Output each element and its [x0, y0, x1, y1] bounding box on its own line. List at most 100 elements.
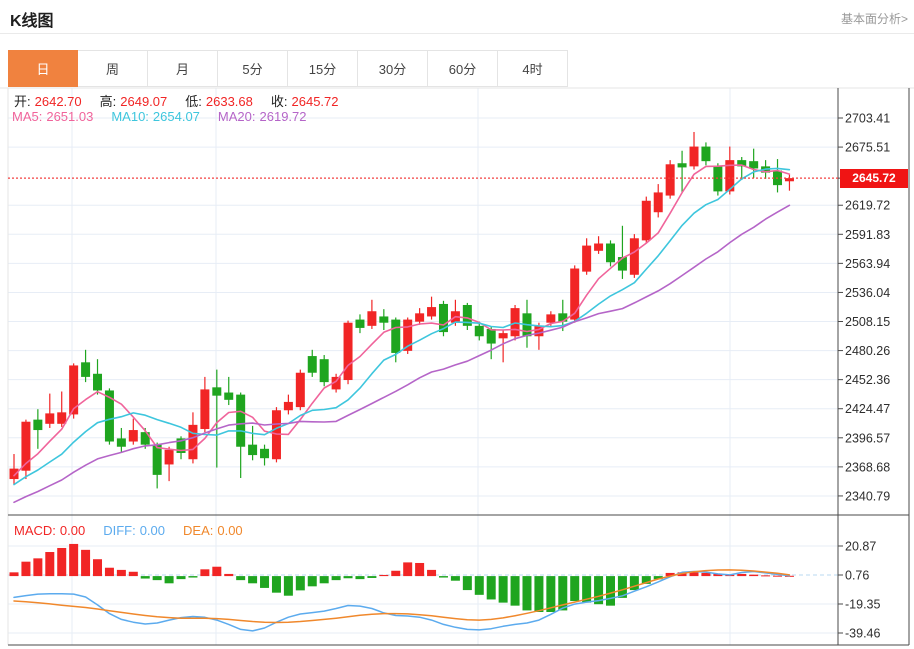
fundamental-analysis-link[interactable]: 基本面分析> [840, 12, 908, 26]
candle-body [283, 401, 293, 411]
candle-body [164, 449, 174, 465]
diff-line [13, 570, 791, 632]
ohlc-legend: 开: 2642.70 高: 2649.07 低: 2633.68 收: 2645.72 [14, 91, 357, 110]
candle-body [677, 163, 687, 168]
candle-body [116, 438, 126, 447]
candle-body [140, 432, 150, 445]
tab-period-3[interactable]: 5分 [218, 50, 288, 87]
candle-body [45, 413, 55, 424]
y-axis-label: -19.35 [845, 597, 880, 611]
macd-hist-bar [271, 576, 281, 593]
candle-body [367, 311, 377, 326]
macd-hist-bar [498, 576, 508, 603]
macd-hist-bar [9, 572, 19, 577]
candle-body [331, 376, 341, 390]
ma-legend: MA5: 2651.03 MA10: 2654.07 MA20: 2619.72 [12, 109, 325, 124]
candle-body [9, 468, 19, 480]
macd-hist-bar [510, 576, 520, 606]
macd-hist-bar [355, 576, 365, 580]
macd-hist-bar [450, 576, 460, 581]
candle-body [558, 313, 568, 322]
title-divider [0, 33, 914, 34]
macd-legend: MACD: 0.00 DIFF: 0.00 DEA: 0.00 [14, 523, 261, 538]
candle-body [33, 419, 43, 431]
tab-period-4[interactable]: 15分 [288, 50, 358, 87]
y-axis-label: 20.87 [845, 540, 876, 554]
candle-body [224, 392, 234, 400]
candle-body [427, 307, 437, 317]
macd-hist-bar [104, 567, 114, 577]
y-axis-label: 2480.26 [845, 344, 890, 358]
candle-body [152, 444, 162, 475]
y-axis-label: 2563.94 [845, 257, 890, 271]
candle-body [617, 257, 627, 271]
legend-ma-item: MA10: 2654.07 [111, 109, 200, 124]
macd-hist-bar [558, 576, 568, 611]
candle-body [653, 192, 663, 213]
macd-hist-bar [188, 576, 198, 578]
candle-body [415, 313, 425, 322]
macd-hist-bar [224, 573, 234, 577]
legend-macd-item: MACD: 0.00 [14, 523, 86, 538]
candle-body [307, 356, 317, 373]
macd-hist-bar [140, 576, 150, 579]
macd-hist-bar [200, 569, 210, 577]
tab-period-5[interactable]: 30分 [358, 50, 428, 87]
macd-hist-bar [212, 566, 222, 577]
macd-hist-bar [128, 571, 138, 577]
tab-period-2[interactable]: 月 [148, 50, 218, 87]
macd-hist-bar [427, 569, 437, 577]
y-axis-label: 2452.36 [845, 373, 890, 387]
period-tab-bar: 日周月 5分 15分 30分 60分 4时 [8, 50, 568, 87]
candle-body [701, 146, 711, 162]
macd-hist-bar [116, 569, 126, 577]
macd-hist-bar [486, 576, 496, 600]
candle-body [128, 430, 138, 442]
candle-body [641, 200, 651, 241]
macd-hist-bar [248, 576, 258, 584]
candle-body [236, 394, 246, 447]
tab-period-0[interactable]: 日 [8, 50, 78, 87]
tab-period-1[interactable]: 周 [78, 50, 148, 87]
macd-hist-bar [665, 572, 675, 577]
candle-body [582, 245, 592, 272]
tab-period-7[interactable]: 4时 [498, 50, 568, 87]
candle-body [570, 268, 580, 320]
current-price-badge: 2645.72 [840, 168, 908, 188]
macd-hist-bar [617, 576, 627, 598]
legend-ma-item: MA20: 2619.72 [217, 109, 307, 124]
candle-body [486, 328, 496, 344]
macd-hist-bar [749, 574, 759, 577]
macd-hist-bar [546, 576, 556, 613]
candle-body [295, 372, 305, 408]
candle-body [391, 319, 401, 353]
macd-hist-bar [570, 576, 580, 602]
macd-hist-bar [629, 576, 639, 591]
macd-hist-bar [689, 572, 699, 577]
candle-body [665, 164, 675, 196]
macd-hist-bar [260, 576, 270, 588]
macd-hist-bar [403, 562, 413, 577]
candle-body [403, 319, 413, 351]
y-axis-label: 2619.72 [845, 199, 890, 213]
macd-hist-bar [582, 576, 592, 603]
macd-hist-bar [319, 576, 329, 584]
legend-ohlc-item: 高: 2649.07 [99, 94, 168, 109]
macd-hist-bar [737, 573, 747, 577]
macd-hist-bar [534, 576, 544, 613]
macd-hist-bar [176, 576, 186, 580]
candle-body [319, 359, 329, 383]
macd-hist-bar [152, 576, 162, 581]
candle-body [69, 365, 79, 415]
candle-body [510, 308, 520, 337]
y-axis-label: 2591.83 [845, 228, 890, 242]
candle-body [212, 387, 222, 396]
macd-hist-bar [93, 559, 103, 577]
tab-period-6[interactable]: 60分 [428, 50, 498, 87]
macd-hist-bar [474, 576, 484, 595]
macd-hist-bar [379, 574, 389, 577]
macd-hist-bar [367, 576, 377, 578]
macd-hist-bar [773, 575, 783, 577]
